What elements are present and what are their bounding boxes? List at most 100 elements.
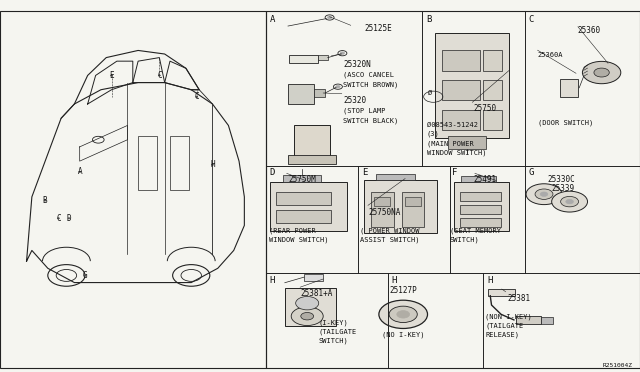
- Bar: [294, 125, 330, 156]
- Bar: [371, 192, 394, 227]
- Text: A: A: [77, 167, 82, 176]
- Text: 25750M: 25750M: [288, 175, 316, 184]
- Text: WINDOW SWITCH): WINDOW SWITCH): [269, 236, 328, 243]
- Text: (TAILGATE: (TAILGATE: [485, 322, 524, 328]
- Circle shape: [211, 164, 214, 165]
- Text: Ø08543-51242: Ø08543-51242: [427, 122, 478, 128]
- Circle shape: [291, 307, 323, 326]
- Bar: [364, 180, 437, 232]
- Text: 25360A: 25360A: [538, 52, 563, 58]
- Text: B: B: [426, 15, 431, 24]
- Bar: [483, 80, 502, 100]
- Bar: [442, 110, 480, 130]
- Circle shape: [111, 75, 113, 76]
- Text: ( POWER WINDOW: ( POWER WINDOW: [360, 228, 420, 234]
- Circle shape: [296, 296, 319, 310]
- Bar: [276, 210, 331, 223]
- Text: SWITCH): SWITCH): [450, 236, 479, 243]
- Text: 25381+A: 25381+A: [301, 289, 333, 298]
- Text: 25381: 25381: [508, 294, 531, 303]
- Circle shape: [44, 200, 46, 201]
- Bar: [483, 110, 502, 130]
- Bar: [442, 50, 480, 71]
- Text: 25320N: 25320N: [343, 60, 371, 68]
- Text: (SEAT MEMORY: (SEAT MEMORY: [450, 228, 501, 234]
- Bar: [541, 317, 553, 324]
- Text: (STOP LAMP: (STOP LAMP: [343, 108, 385, 114]
- Circle shape: [79, 171, 81, 173]
- Text: 25125E: 25125E: [365, 24, 392, 33]
- Text: H: H: [269, 276, 275, 285]
- Text: SWITCH BLACK): SWITCH BLACK): [343, 118, 398, 124]
- Circle shape: [301, 312, 314, 320]
- Text: SWITCH): SWITCH): [318, 337, 348, 343]
- Circle shape: [561, 196, 579, 207]
- Bar: [0, 11, 266, 368]
- Circle shape: [379, 300, 428, 328]
- Text: D: D: [67, 214, 72, 223]
- Bar: [314, 89, 325, 97]
- Text: R251004Z: R251004Z: [602, 363, 632, 368]
- Text: 25330C: 25330C: [547, 175, 575, 184]
- Circle shape: [389, 306, 417, 323]
- Circle shape: [195, 96, 198, 97]
- Circle shape: [582, 61, 621, 84]
- Bar: [138, 136, 157, 190]
- Text: (3): (3): [427, 131, 440, 137]
- Text: 25320: 25320: [343, 96, 366, 105]
- Text: 25339: 25339: [552, 184, 575, 193]
- Circle shape: [328, 16, 332, 19]
- Bar: [266, 11, 640, 368]
- Bar: [288, 84, 314, 104]
- Bar: [376, 174, 415, 180]
- Text: E: E: [109, 71, 114, 80]
- Text: H: H: [487, 276, 492, 285]
- Bar: [402, 192, 424, 227]
- Text: G: G: [529, 168, 534, 177]
- Bar: [560, 79, 578, 97]
- Text: 25750NA: 25750NA: [368, 208, 401, 217]
- Text: (DOOR SWITCH): (DOOR SWITCH): [538, 119, 593, 125]
- Circle shape: [336, 86, 340, 88]
- Circle shape: [552, 191, 588, 212]
- Text: SWITCH BROWN): SWITCH BROWN): [343, 81, 398, 88]
- Bar: [170, 136, 189, 190]
- Circle shape: [566, 199, 573, 204]
- Text: C: C: [56, 214, 61, 223]
- Bar: [285, 288, 336, 326]
- Text: (NON I-KEY): (NON I-KEY): [485, 313, 532, 320]
- Bar: [460, 205, 501, 214]
- Text: RELEASE): RELEASE): [485, 331, 519, 337]
- Text: C: C: [194, 92, 199, 101]
- Circle shape: [84, 275, 86, 276]
- Bar: [374, 197, 390, 206]
- Circle shape: [397, 311, 410, 318]
- Bar: [288, 155, 336, 164]
- Text: Ø: Ø: [428, 90, 432, 96]
- Bar: [405, 197, 421, 206]
- Text: 25360: 25360: [578, 26, 601, 35]
- Bar: [442, 80, 480, 100]
- Text: A: A: [269, 15, 275, 24]
- Bar: [488, 289, 515, 296]
- Circle shape: [58, 218, 60, 219]
- Bar: [435, 33, 509, 138]
- Text: (REAR POWER: (REAR POWER: [269, 228, 316, 234]
- Text: G: G: [83, 271, 87, 280]
- Bar: [483, 50, 502, 71]
- Text: (NO I-KEY): (NO I-KEY): [382, 332, 424, 338]
- Circle shape: [594, 68, 609, 77]
- Bar: [318, 55, 328, 60]
- Bar: [460, 218, 501, 227]
- Text: (TAILGATE: (TAILGATE: [318, 328, 356, 334]
- Bar: [454, 182, 509, 231]
- Text: 25127P: 25127P: [389, 286, 417, 295]
- Text: B: B: [43, 196, 47, 205]
- Circle shape: [526, 184, 562, 205]
- Text: F: F: [452, 168, 457, 177]
- Bar: [283, 175, 321, 182]
- Circle shape: [340, 52, 345, 55]
- Text: 25750: 25750: [474, 104, 497, 113]
- Circle shape: [535, 189, 553, 199]
- Text: E: E: [362, 168, 367, 177]
